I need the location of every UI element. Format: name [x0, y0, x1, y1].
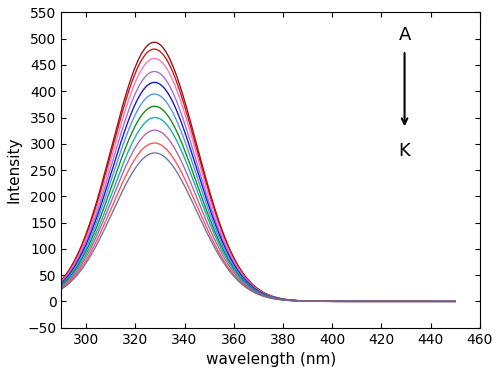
Y-axis label: Intensity: Intensity [7, 137, 22, 203]
Text: K: K [398, 142, 410, 160]
X-axis label: wavelength (nm): wavelength (nm) [206, 352, 336, 367]
Text: A: A [398, 25, 410, 43]
